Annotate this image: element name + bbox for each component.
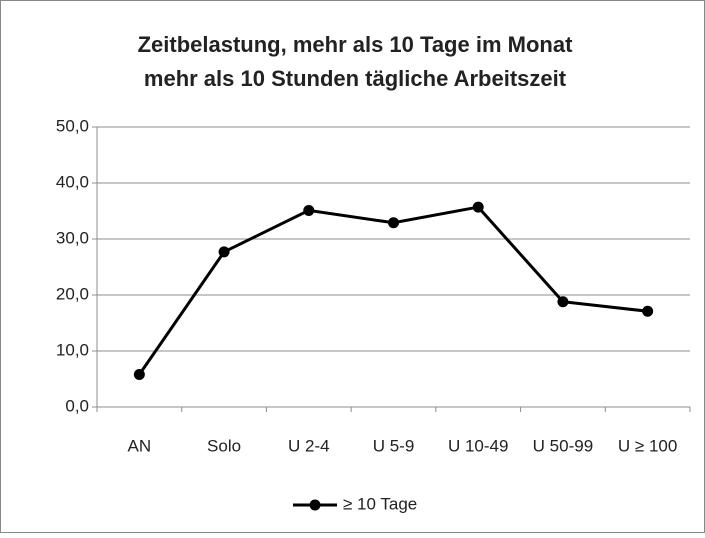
x-tick-label: Solo: [207, 436, 241, 455]
x-tick-label: U 2-4: [288, 436, 330, 455]
point: [388, 217, 399, 229]
point: [133, 369, 145, 381]
x-tick-label: U 5-9: [373, 436, 415, 455]
point: [642, 305, 654, 317]
y-tick-label: 30,0: [56, 228, 89, 247]
x-tick-label: U 10-49: [448, 436, 508, 455]
legend-marker: [309, 499, 321, 511]
y-tick-label: 10,0: [56, 340, 89, 359]
y-tick-label: 20,0: [56, 284, 89, 303]
chart-title: mehr als 10 Stunden tägliche Arbeitszeit: [144, 66, 567, 91]
point: [472, 201, 484, 213]
point: [218, 246, 230, 258]
chart-title: Zeitbelastung, mehr als 10 Tage im Monat: [138, 32, 573, 57]
y-tick-label: 50,0: [56, 116, 89, 135]
x-tick-label: AN: [128, 436, 152, 455]
x-tick-label: U 50-99: [533, 436, 593, 455]
y-tick-label: 40,0: [56, 172, 89, 191]
x-tick-label: U ≥ 100: [618, 436, 677, 455]
point: [557, 296, 569, 308]
y-tick-label: 0,0: [65, 396, 89, 415]
point: [303, 204, 315, 216]
legend-label: ≥ 10 Tage: [343, 494, 417, 513]
